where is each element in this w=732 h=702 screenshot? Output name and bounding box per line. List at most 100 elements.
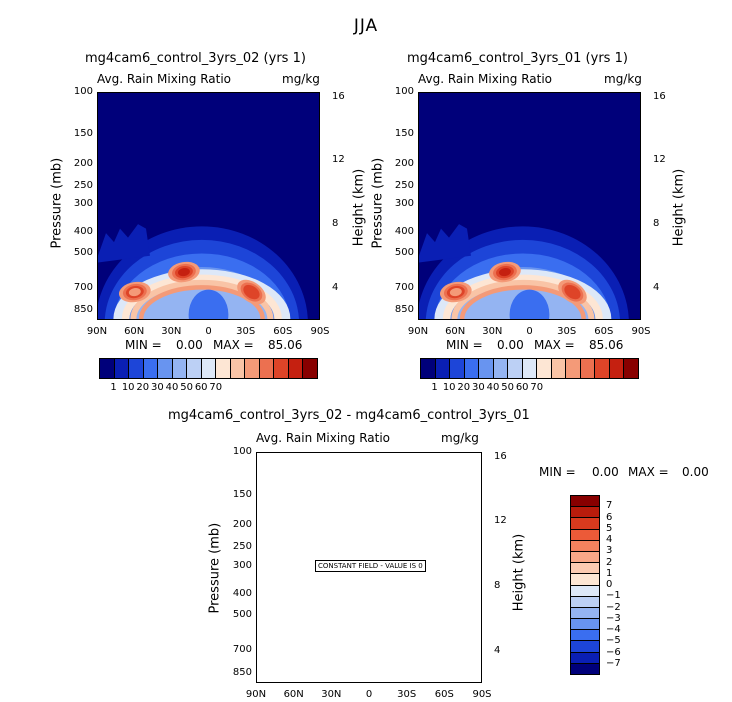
panel-title: mg4cam6_control_3yrs_01 (yrs 1) <box>407 51 628 66</box>
y-axis-right-label: Height (km) <box>671 168 687 247</box>
y-tick-label: 200 <box>232 519 252 531</box>
contour-band <box>188 289 229 319</box>
contour-band <box>419 224 471 263</box>
colorbar-swatch <box>566 359 581 378</box>
colorbar-swatch <box>571 529 599 541</box>
max-value: 85.06 <box>589 338 624 352</box>
y-tick-label: 400 <box>73 225 93 237</box>
y-tick-label: 100 <box>232 446 252 457</box>
colorbar-label: 40 <box>486 382 500 393</box>
colorbar-label: 10 <box>121 382 135 393</box>
colorbar-swatch <box>464 359 480 378</box>
colorbar-swatch <box>571 540 599 552</box>
y-right-tick-label: 16 <box>494 450 507 462</box>
x-tick-label: 30S <box>397 689 417 700</box>
colorbar-label: 50 <box>501 382 514 393</box>
colorbar-swatch <box>114 359 130 378</box>
colorbar-swatch <box>571 663 599 674</box>
colorbar-swatch <box>172 359 188 378</box>
y-axis-right-label: Height (km) <box>511 533 527 612</box>
colorbar-label: 1 <box>431 382 438 393</box>
colorbar-label: 20 <box>136 382 150 393</box>
data-maximum <box>128 287 141 297</box>
x-tick-label: 60S <box>273 326 293 337</box>
x-tick-label: 60S <box>434 689 454 700</box>
colorbar <box>420 358 639 379</box>
y-right-tick-label: 12 <box>332 154 345 166</box>
colorbar-swatch <box>571 551 599 564</box>
panel-title: mg4cam6_control_3yrs_02 (yrs 1) <box>85 51 306 66</box>
y-right-tick-label: 4 <box>653 282 660 294</box>
colorbar-swatch <box>259 359 275 378</box>
data-maximum <box>449 287 462 297</box>
units-label: mg/kg <box>604 72 642 86</box>
colorbar-swatch <box>201 359 217 378</box>
colorbar-label: 3 <box>606 545 613 557</box>
y-right-tick-label: 8 <box>494 579 501 591</box>
colorbar-label: 1 <box>606 567 613 579</box>
colorbar-label: −6 <box>606 646 621 658</box>
variable-label: Avg. Rain Mixing Ratio <box>256 431 391 445</box>
colorbar-label: 20 <box>457 382 471 393</box>
colorbar-swatch <box>288 359 304 378</box>
y-tick-label: 500 <box>73 247 93 259</box>
colorbar-swatch <box>216 359 231 378</box>
x-tick-label: 90S <box>631 326 651 337</box>
colorbar-label: 50 <box>180 382 193 393</box>
constant-field-note: CONSTANT FIELD - VALUE IS 0 <box>315 560 426 572</box>
colorbar-swatch <box>609 359 625 378</box>
colorbar-label: 6 <box>606 511 613 523</box>
colorbar-swatch <box>580 359 596 378</box>
contour-band <box>459 285 586 319</box>
y-tick-label: 700 <box>232 644 252 656</box>
x-tick-label: 60S <box>594 326 614 337</box>
contour-layer <box>98 224 308 319</box>
y-tick-label: 300 <box>73 198 93 210</box>
colorbar-swatch <box>479 359 494 378</box>
colorbar-label: −2 <box>606 601 621 613</box>
x-tick-label: 30N <box>482 326 503 337</box>
y-tick-label: 300 <box>232 559 252 571</box>
x-tick-label: 60N <box>124 326 145 337</box>
x-tick-label: 60N <box>445 326 466 337</box>
y-right-tick-label: 16 <box>332 90 345 102</box>
y-tick-label: 400 <box>394 225 414 237</box>
colorbar-swatch <box>421 359 436 378</box>
colorbar-swatch <box>551 359 567 378</box>
y-tick-label: 200 <box>73 158 93 170</box>
y-right-tick-label: 8 <box>653 218 660 230</box>
colorbar-swatch <box>571 652 599 664</box>
y-axis-label: Pressure (mb) <box>370 157 386 249</box>
colorbar-swatch <box>435 359 451 378</box>
colorbar-swatch <box>303 359 317 378</box>
y-tick-label: 100 <box>73 86 93 97</box>
colorbar-label: 60 <box>515 382 529 393</box>
colorbar-swatch <box>537 359 552 378</box>
colorbar-swatch <box>571 518 599 530</box>
colorbar-label: −1 <box>606 590 621 602</box>
max-value: 85.06 <box>268 338 303 352</box>
units-label: mg/kg <box>282 72 320 86</box>
colorbar-swatch <box>493 359 509 378</box>
x-tick-label: 30N <box>161 326 182 337</box>
y-axis-label: Pressure (mb) <box>49 157 65 249</box>
y-tick-label: 150 <box>73 128 93 140</box>
units-label: mg/kg <box>441 431 479 445</box>
y-tick-label: 250 <box>73 180 93 192</box>
colorbar-label: 7 <box>606 500 613 512</box>
contour-band <box>442 274 603 319</box>
x-tick-label: 0 <box>526 326 533 337</box>
y-tick-label: 300 <box>394 198 414 210</box>
colorbar-label: 4 <box>606 534 613 545</box>
variable-label: Avg. Rain Mixing Ratio <box>97 72 232 86</box>
x-tick-label: 30S <box>236 326 256 337</box>
data-maximum <box>246 287 257 297</box>
data-maximum <box>177 268 190 277</box>
colorbar-swatch <box>571 619 599 631</box>
y-tick-label: 100 <box>394 86 414 97</box>
panel-title: mg4cam6_control_3yrs_02 - mg4cam6_contro… <box>168 408 530 423</box>
colorbar-label: 5 <box>606 522 613 534</box>
contour-band <box>138 285 265 319</box>
colorbar-label: 70 <box>530 382 544 393</box>
colorbar-swatch <box>571 563 599 575</box>
